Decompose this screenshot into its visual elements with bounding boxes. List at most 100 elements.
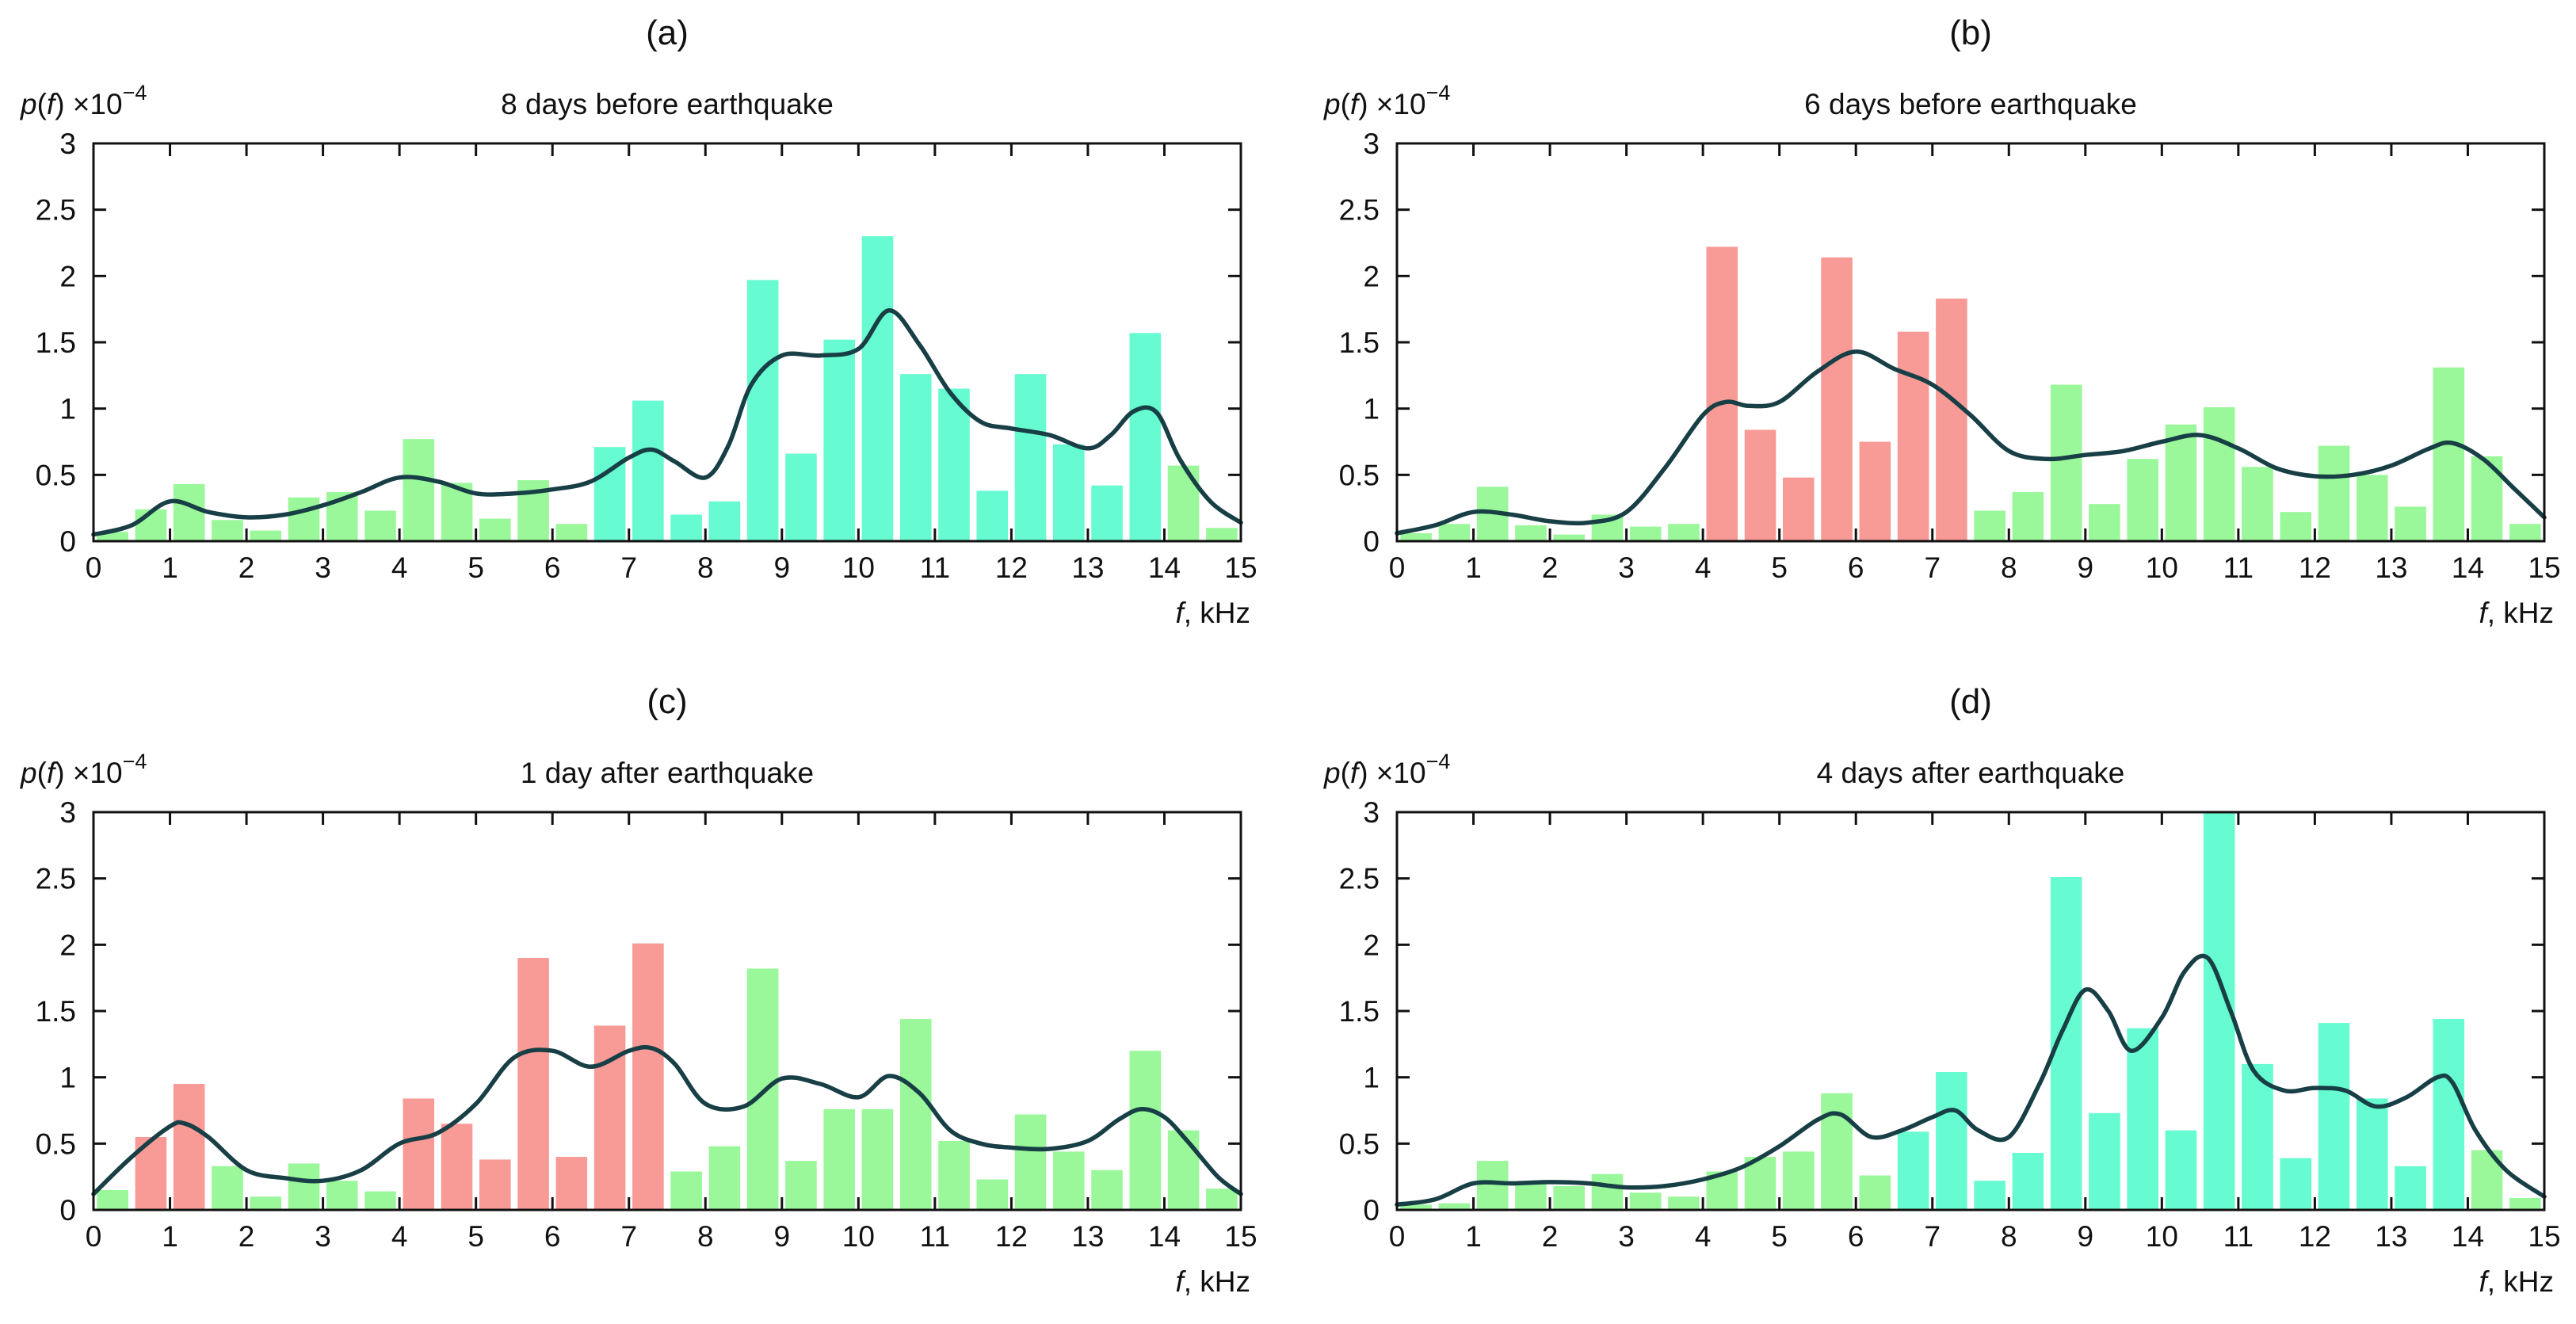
bar — [2012, 492, 2044, 541]
y-tick-label: 3 — [1363, 796, 1380, 829]
y-tick-label: 2.5 — [36, 863, 76, 895]
y-tick-label: 0.5 — [36, 1127, 76, 1160]
bar — [1129, 1051, 1162, 1210]
bar — [823, 339, 855, 541]
x-tick-label: 3 — [1618, 1220, 1635, 1253]
panel-label: (d) — [1949, 682, 1992, 721]
bar — [1053, 1151, 1085, 1210]
bar — [1897, 1131, 1929, 1210]
y-tick-label: 3 — [59, 128, 76, 160]
bar — [2357, 1098, 2388, 1210]
bar — [2127, 1028, 2158, 1210]
bar — [823, 1108, 855, 1210]
x-tick-label: 7 — [620, 1220, 637, 1253]
x-tick-label: 9 — [2078, 1220, 2094, 1253]
bar — [212, 1166, 243, 1210]
bar — [899, 1019, 932, 1210]
bar — [1515, 525, 1547, 541]
x-tick-label: 1 — [1465, 1220, 1482, 1253]
x-tick-label: 10 — [842, 1220, 875, 1253]
x-tick-label: 13 — [1071, 1220, 1104, 1253]
bar — [2280, 512, 2312, 541]
y-tick-label: 1.5 — [36, 326, 76, 359]
bar — [708, 501, 741, 541]
bar — [212, 520, 243, 541]
bar — [746, 280, 779, 541]
x-tick-label: 7 — [1924, 551, 1941, 584]
bar — [976, 1179, 1009, 1210]
y-tick-label: 2 — [1363, 260, 1380, 292]
x-tick-label: 2 — [239, 551, 255, 584]
bar — [1167, 465, 1200, 541]
bar — [1974, 510, 2005, 541]
bar — [1438, 1203, 1471, 1210]
bar — [1014, 1114, 1047, 1210]
bar — [1438, 524, 1471, 541]
x-tick-label: 1 — [162, 551, 178, 584]
y-tick-label: 2 — [1363, 929, 1380, 961]
bar — [1400, 1204, 1432, 1210]
x-tick-label: 14 — [1148, 1220, 1181, 1253]
x-tick-label: 4 — [391, 551, 408, 584]
bar — [2471, 456, 2503, 541]
bar — [1821, 257, 1853, 541]
y-tick-label: 3 — [1363, 128, 1380, 160]
x-tick-label: 2 — [1542, 551, 1559, 584]
panel-label: (a) — [646, 13, 689, 52]
x-tick-label: 10 — [2146, 551, 2178, 584]
x-tick-label: 0 — [86, 551, 102, 584]
y-tick-label: 1.5 — [36, 995, 76, 1028]
bar — [479, 1159, 511, 1210]
x-tick-label: 14 — [1148, 551, 1181, 584]
y-axis-label: p(f) ×10−4 — [20, 750, 147, 789]
y-tick-label: 0 — [59, 1194, 76, 1227]
x-tick-label: 14 — [2452, 551, 2484, 584]
bar — [976, 490, 1009, 541]
x-tick-label: 7 — [1924, 1220, 1941, 1253]
x-tick-label: 15 — [2528, 1220, 2560, 1253]
bar — [785, 453, 817, 541]
x-tick-label: 13 — [2375, 1220, 2407, 1253]
bar — [326, 1181, 358, 1210]
x-tick-label: 7 — [620, 551, 637, 584]
x-tick-label: 2 — [239, 1220, 255, 1253]
bar — [1936, 1071, 1967, 1210]
bar — [1091, 1169, 1123, 1210]
x-tick-label: 5 — [467, 1220, 484, 1253]
bar — [403, 439, 435, 541]
bar — [1167, 1130, 1200, 1210]
bar — [479, 518, 511, 541]
x-tick-label: 3 — [1618, 551, 1635, 584]
bar — [1744, 429, 1776, 541]
bar — [97, 532, 128, 541]
x-tick-label: 11 — [2223, 1220, 2254, 1253]
y-tick-label: 1.5 — [1339, 995, 1380, 1028]
bar — [364, 1191, 396, 1210]
bar — [2242, 1063, 2273, 1210]
bar — [1206, 528, 1238, 541]
bar — [1553, 1185, 1585, 1210]
y-axis-label: p(f) ×10−4 — [20, 81, 147, 120]
panel-label: (c) — [647, 682, 687, 721]
bar — [1476, 1161, 1509, 1210]
bar — [173, 1084, 205, 1210]
bar — [2395, 506, 2426, 541]
y-tick-label: 1 — [1363, 393, 1380, 425]
bar — [2509, 524, 2541, 541]
bar — [364, 510, 396, 541]
x-tick-label: 8 — [697, 1220, 714, 1253]
x-tick-label: 12 — [995, 551, 1028, 584]
x-tick-label: 4 — [1695, 551, 1712, 584]
x-tick-label: 13 — [1071, 551, 1104, 584]
bar — [250, 530, 281, 541]
bar — [288, 497, 320, 541]
bar — [938, 1140, 970, 1210]
x-tick-label: 4 — [391, 1220, 408, 1253]
y-tick-label: 2.5 — [36, 194, 76, 227]
bar — [2280, 1158, 2312, 1210]
x-tick-label: 0 — [1389, 1220, 1406, 1253]
bar — [2089, 504, 2120, 541]
bar — [861, 236, 894, 541]
x-axis-label: f, kHz — [1175, 597, 1250, 629]
